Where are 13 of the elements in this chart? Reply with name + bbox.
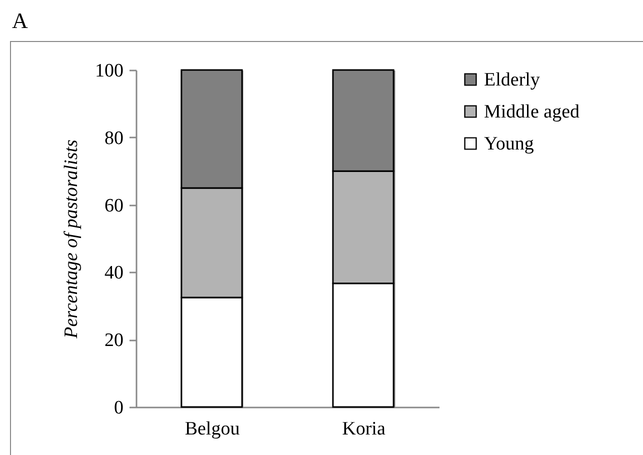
legend-label: Elderly <box>484 70 540 90</box>
y-tick-label: 20 <box>104 330 124 352</box>
y-axis-title: Percentage of pastoralists <box>61 140 82 340</box>
y-tick-label: 60 <box>104 195 124 216</box>
chart-title: A <box>12 8 28 34</box>
y-tick-label: 40 <box>104 262 124 284</box>
x-tick-label: Belgou <box>184 418 240 440</box>
y-tick-label: 100 <box>95 60 124 82</box>
legend-label: Middle aged <box>484 102 580 122</box>
legend-label: Young <box>484 134 534 154</box>
y-tick-label: 0 <box>114 398 124 418</box>
y-tick-label: 80 <box>104 128 124 149</box>
x-tick-label: Koria <box>342 418 386 440</box>
